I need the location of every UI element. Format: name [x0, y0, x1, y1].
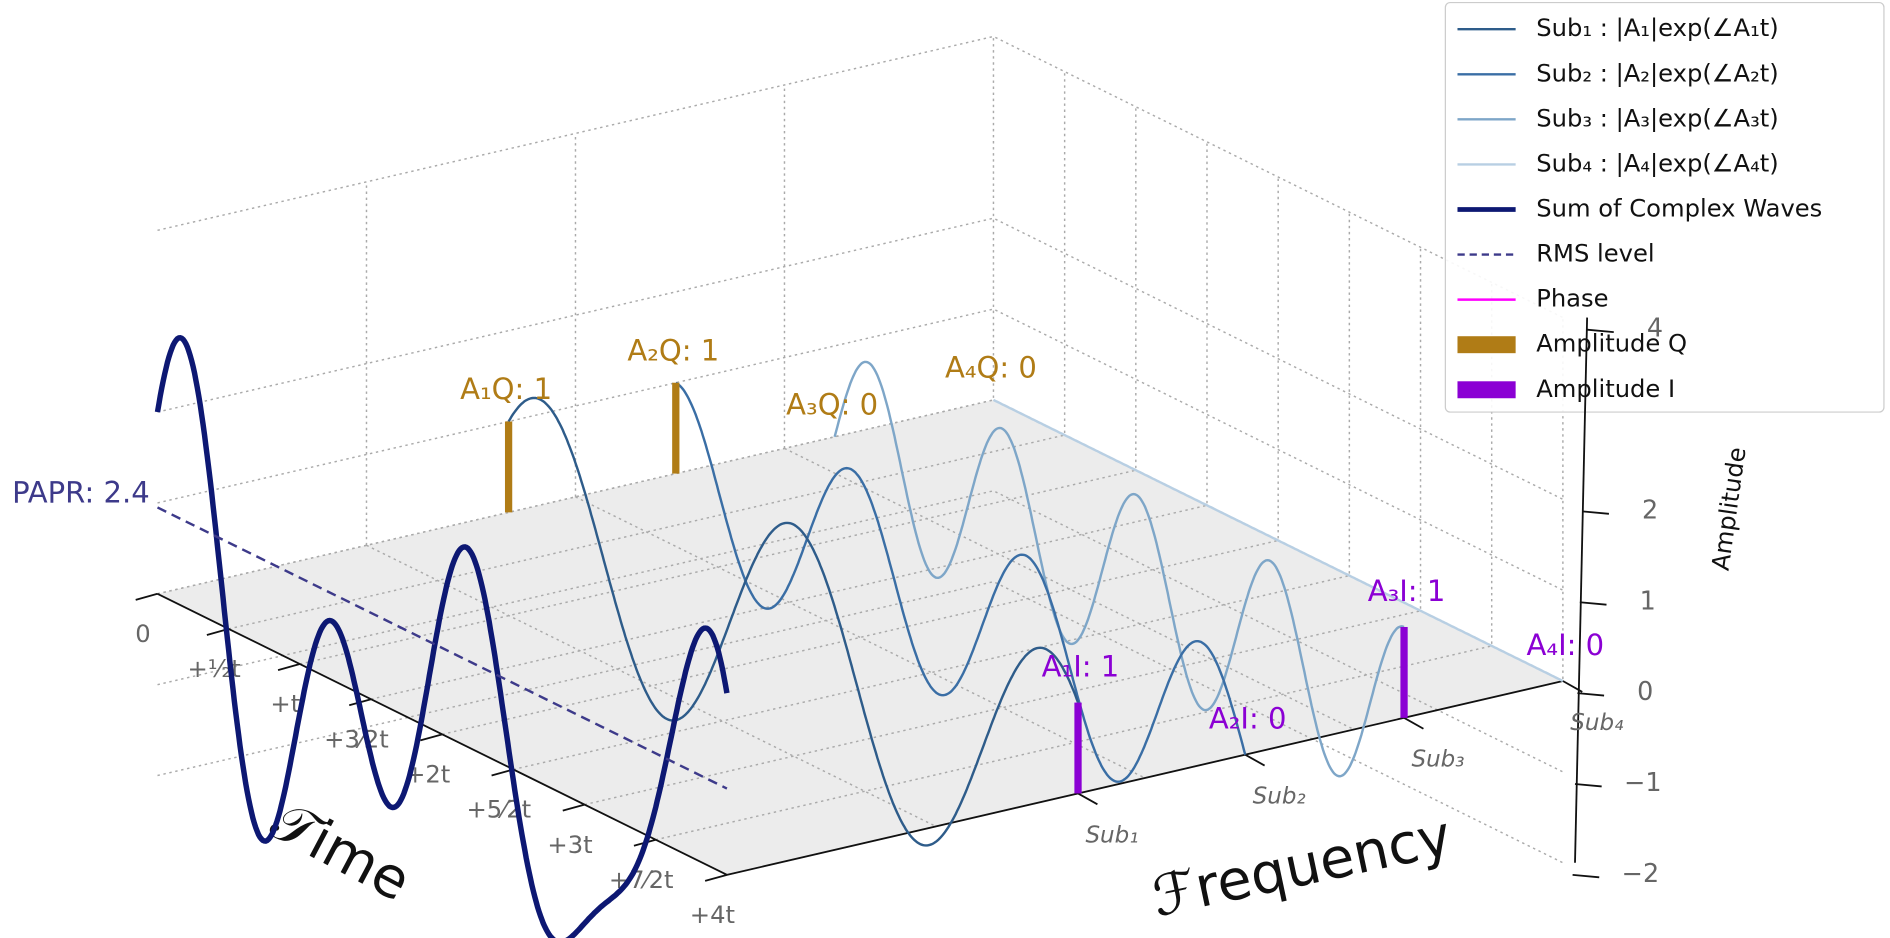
legend-patch	[1457, 381, 1516, 399]
legend-label: Sub₁ : |A₁|exp(∠A₁t)	[1536, 14, 1779, 42]
amplitude-bar	[504, 421, 513, 513]
x-tick-label: +4t	[690, 901, 735, 929]
rms-line	[156, 506, 728, 790]
grid-line	[157, 490, 1564, 773]
grid-line	[513, 212, 1351, 771]
z-tick-label: 2	[1642, 494, 1658, 524]
amplitude-label: A₃I: 1	[1368, 574, 1446, 608]
z-tick	[1572, 873, 1600, 879]
grid-line	[157, 36, 995, 595]
y-axis-label: ℱrequency	[1146, 803, 1457, 930]
z-tick-label: 0	[1637, 676, 1653, 706]
x-tick	[277, 663, 301, 671]
grid-line	[784, 447, 1355, 731]
sub-wave	[992, 398, 1564, 683]
legend-label: Sub₄ : |A₄|exp(∠A₄t)	[1536, 149, 1779, 177]
sub-wave	[833, 360, 1405, 778]
z-tick-label: −2	[1622, 858, 1660, 888]
floor-pane	[157, 399, 1563, 875]
amplitude-label: A₁Q: 1	[460, 372, 552, 406]
y-tick	[1077, 792, 1098, 806]
axis-line	[1574, 317, 1589, 863]
amplitude-label: A₄Q: 0	[945, 351, 1037, 385]
sum-wave	[154, 335, 730, 938]
x-tick-label: +3⁄2t	[324, 725, 389, 753]
axis-line	[157, 592, 728, 876]
grid-line	[299, 106, 1137, 665]
legend-label: Amplitude I	[1536, 375, 1675, 403]
papr-label: PAPR: 2.4	[12, 475, 150, 509]
z-tick	[1579, 601, 1607, 606]
amplitude-bar	[672, 382, 680, 474]
amplitude-bar	[1074, 702, 1082, 794]
y-tick	[1244, 753, 1266, 767]
grid-line	[575, 496, 1146, 779]
grid-line	[157, 217, 1564, 500]
y-tick-label: Sub₄	[1570, 710, 1623, 736]
grid-line	[366, 544, 937, 828]
y-tick	[1403, 717, 1424, 730]
legend-box	[1444, 1, 1885, 413]
z-tick	[1577, 692, 1605, 697]
amplitude-bar	[1400, 626, 1408, 718]
grid-line	[157, 35, 1564, 319]
x-tick	[562, 803, 585, 812]
z-axis-label: Amplitude	[1707, 445, 1752, 572]
legend-label: Sum of Complex Waves	[1536, 194, 1822, 222]
sub-wave	[675, 381, 1247, 783]
x-tick-label: +3t	[547, 831, 592, 859]
x-tick	[420, 733, 443, 742]
legend-label: Amplitude Q	[1536, 330, 1687, 358]
legend-label: Sub₃ : |A₃|exp(∠A₃t)	[1536, 104, 1779, 132]
z-tick	[1574, 783, 1602, 788]
x-tick	[704, 873, 728, 882]
grid-line	[584, 247, 1422, 806]
x-tick	[135, 592, 158, 601]
legend-label: Phase	[1536, 285, 1608, 313]
amplitude-label: A₄I: 0	[1527, 628, 1605, 662]
amplitude-label: A₃Q: 0	[786, 387, 878, 421]
y-tick-label: Sub₂	[1253, 784, 1306, 810]
legend-label: RMS level	[1536, 240, 1654, 268]
grid-line	[370, 141, 1208, 700]
legend-patch	[1457, 336, 1516, 354]
y-tick-label: Sub₃	[1411, 747, 1464, 773]
amplitude-label: A₁I: 1	[1042, 650, 1120, 684]
z-tick	[1587, 328, 1614, 334]
axis-line	[726, 680, 1564, 876]
z-tick-label: 4	[1647, 313, 1663, 343]
grid-line	[655, 282, 1493, 841]
y-tick	[1562, 680, 1583, 693]
grid-line	[157, 580, 1564, 864]
grid-line	[228, 71, 1066, 630]
z-tick-label: 1	[1640, 585, 1656, 615]
y-tick-label: Sub₁	[1085, 822, 1138, 848]
amplitude-label: A₂Q: 1	[627, 333, 719, 367]
amplitude-label: A₂I: 0	[1209, 702, 1287, 736]
z-tick-label: −1	[1624, 767, 1662, 797]
grid-line	[157, 308, 1564, 591]
x-tick-label: +t	[270, 690, 300, 718]
legend-label: Sub₂ : |A₂|exp(∠A₂t)	[1536, 59, 1779, 87]
x-tick-label: 0	[135, 620, 150, 648]
sub-wave	[507, 396, 1080, 847]
z-tick	[1582, 510, 1610, 515]
